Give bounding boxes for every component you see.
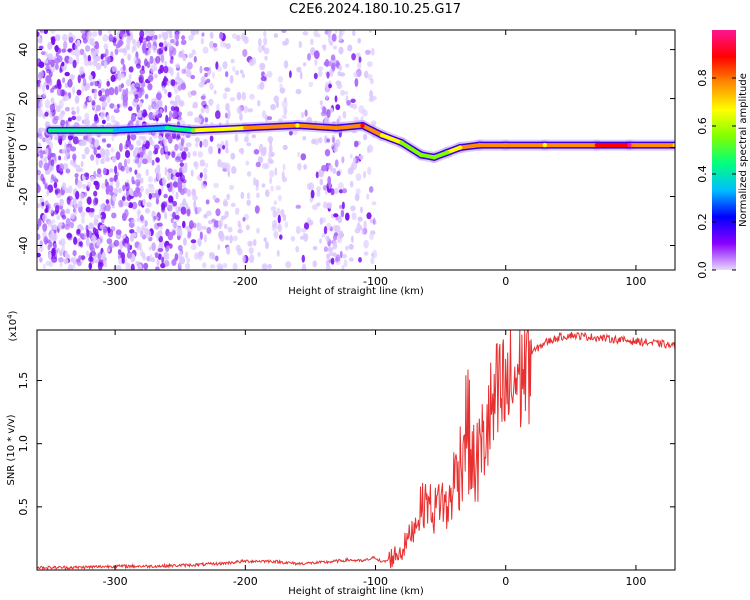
ridge-point [243, 125, 248, 131]
colorbar-tick-label: 0.8 [696, 69, 709, 87]
ridge-point [191, 128, 196, 133]
x-tick-label: -300 [103, 575, 128, 588]
colorbar-tick-label: 0.0 [696, 261, 709, 279]
snr-frame [36, 329, 676, 571]
y-scale-exponent: 4 [6, 314, 14, 319]
colorbar-scale [712, 30, 736, 270]
colorbar-tick-label: 0.4 [696, 165, 709, 183]
ridge-point [360, 123, 365, 128]
colorbar-tick-label: 0.6 [696, 117, 709, 135]
ridge-point [334, 125, 339, 131]
colorbar-tick-label: 0.2 [696, 213, 709, 231]
page-title: C2E6.2024.180.10.25.G17 [288, 2, 462, 17]
y-tick-label: -40 [17, 237, 30, 255]
ridge-point [457, 145, 463, 150]
ridge-point [594, 142, 600, 148]
ridge-point [542, 142, 547, 148]
x-tick-label: 100 [625, 575, 646, 588]
y-tick-label: -20 [17, 188, 30, 206]
x-tick-label: 0 [502, 275, 509, 288]
spectrogram-ridge [44, 120, 675, 163]
x-tick-label: -100 [363, 575, 388, 588]
ridge-point [431, 155, 437, 160]
y-tick-label: 0.5 [17, 498, 30, 516]
snr-series-line [37, 330, 675, 570]
spectrogram-frame [36, 29, 676, 271]
ridge-point [379, 133, 385, 138]
colorbar-label: Normalized spectral amplitude [738, 73, 749, 227]
ridge-point [47, 128, 53, 133]
ridge-point [503, 142, 508, 148]
colorbar: 0.0 0.2 0.4 0.6 0.8 Normalized spectral ampli… [696, 30, 749, 279]
x-tick-label: -200 [233, 275, 258, 288]
x-axis-label: Height of straight line (km) [288, 286, 424, 297]
y-scale-label: (x104) [6, 310, 19, 341]
x-axis-label: Height of straight line (km) [288, 586, 424, 597]
y-tick-label: 20 [17, 92, 30, 106]
y-tick-label: 1.0 [17, 435, 30, 453]
y-tick-label: 0 [17, 144, 30, 151]
spectrogram-noise [37, 30, 378, 270]
y-axis-label: Frequency (Hz) [6, 112, 17, 188]
x-tick-label: 0 [502, 575, 509, 588]
y-tick-label: 1.5 [17, 372, 30, 390]
ridge-point [477, 142, 482, 148]
ridge-point [672, 142, 675, 148]
y-axis-label: SNR (10 * v/v) [6, 414, 17, 485]
x-tick-label: -300 [103, 275, 128, 288]
ridge-point [418, 152, 424, 158]
ridge-point [399, 140, 404, 145]
x-tick-label: 100 [625, 275, 646, 288]
snr-plot: -300 -200 -100 0 100 0.5 1.0 1.5 Height of strai… [6, 310, 676, 597]
ridge-point [444, 150, 450, 155]
x-tick-label: -100 [363, 275, 388, 288]
ridge-point [627, 142, 632, 148]
ridge-point [295, 123, 300, 128]
ridge-point [112, 128, 118, 133]
x-tick-label: -200 [233, 575, 258, 588]
y-tick-label: 40 [17, 43, 30, 57]
ridge-point [165, 125, 170, 131]
